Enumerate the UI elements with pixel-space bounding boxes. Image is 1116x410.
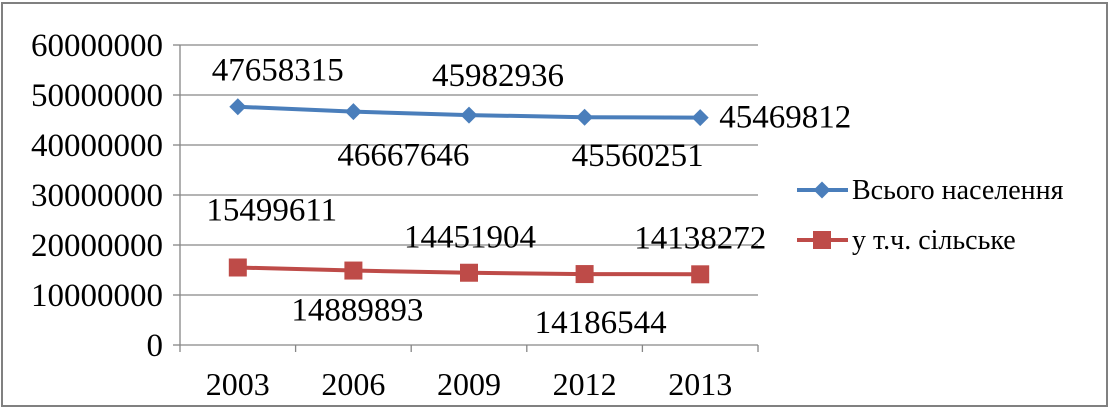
- total-population-data-label: 47658315: [212, 53, 344, 89]
- rural-population-point-marker: [344, 261, 363, 280]
- total-population-point-marker: [344, 103, 362, 121]
- x-tick-label: 2013: [668, 366, 732, 402]
- data-labels: 47658315 46667646 45982936 45560251 45469812…: [206, 53, 851, 341]
- total-population-data-label: 45982936: [432, 58, 564, 94]
- rural-population-point-marker: [575, 265, 594, 284]
- total-population-point-marker: [229, 98, 247, 116]
- rural-population-point-marker: [228, 258, 247, 277]
- total-population-point-marker: [460, 106, 478, 124]
- y-tick-label: 40000000: [31, 128, 163, 164]
- legend: Всього населення у т.ч. сільське: [797, 175, 1064, 256]
- gridlines-and-y-axis: 0 10000000 20000000 30000000 40000000 5000000…: [31, 28, 758, 364]
- x-tick-label: 2012: [553, 366, 617, 402]
- total-population-data-label: 45469812: [719, 100, 851, 136]
- y-tick-label: 50000000: [31, 78, 163, 114]
- series: [228, 98, 710, 284]
- chart-frame: [1, 2, 1108, 407]
- x-tick-label: 2006: [321, 366, 385, 402]
- legend-item-total-population: Всього населення: [797, 175, 1064, 206]
- total-population-data-label: 46667646: [337, 138, 469, 174]
- y-tick-label: 20000000: [31, 228, 163, 264]
- axes: 2003 2006 2009 2012 2013: [179, 45, 759, 402]
- y-tick-label: 60000000: [31, 28, 163, 64]
- rural-population-data-label: 14451904: [404, 220, 536, 256]
- y-tick-label: 10000000: [31, 278, 163, 314]
- rural-population-data-label: 14889893: [291, 293, 423, 329]
- y-tick-label: 0: [147, 328, 164, 364]
- legend-label: Всього населення: [852, 175, 1064, 206]
- rural-population-data-label: 15499611: [206, 193, 337, 229]
- legend-diamond-marker: [813, 181, 831, 199]
- rural-population-data-label: 14138272: [634, 220, 766, 256]
- rural-population-point-marker: [691, 265, 710, 284]
- rural-population-data-label: 14186544: [535, 305, 667, 341]
- legend-item-rural-population: у т.ч. сільське: [797, 225, 1016, 256]
- x-tick-label: 2003: [206, 366, 270, 402]
- total-population-point-marker: [576, 108, 594, 126]
- rural-population-point-marker: [460, 263, 478, 282]
- x-tick-label: 2009: [437, 366, 501, 402]
- legend-square-marker: [813, 231, 831, 249]
- total-population-point-marker: [691, 109, 709, 127]
- y-tick-label: 30000000: [31, 178, 163, 214]
- total-population-data-label: 45560251: [572, 138, 704, 174]
- legend-label: у т.ч. сільське: [852, 225, 1016, 256]
